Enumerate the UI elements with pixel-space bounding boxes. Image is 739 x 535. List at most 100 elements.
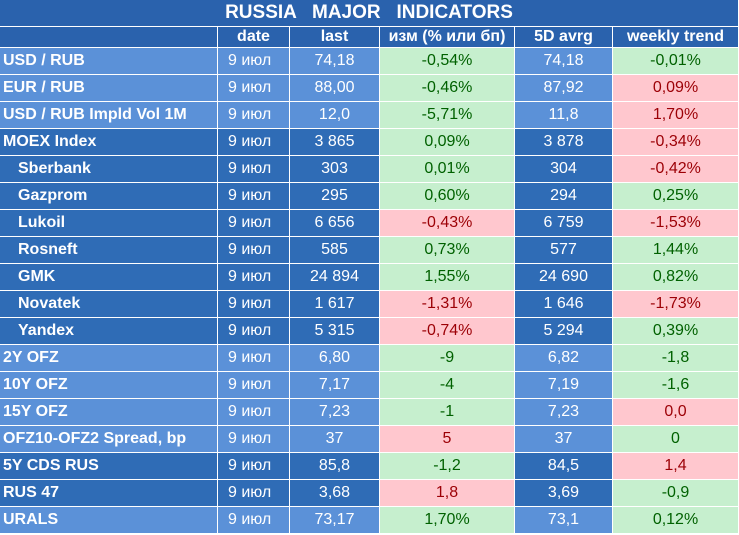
avg-cell: 577 [515,237,613,264]
weekly-cell: 0,12% [613,507,739,534]
date-cell: 9 июл [218,129,290,156]
header-cell: weekly trend [613,27,739,48]
row-name: Sberbank [0,156,218,183]
weekly-cell: 1,4 [613,453,739,480]
last-cell: 24 894 [290,264,380,291]
weekly-cell: -1,73% [613,291,739,318]
row-name: Gazprom [0,183,218,210]
last-cell: 1 617 [290,291,380,318]
avg-cell: 37 [515,426,613,453]
change-cell: 0,60% [380,183,515,210]
row-name: USD / RUB Impld Vol 1M [0,102,218,129]
date-cell: 9 июл [218,345,290,372]
row-name: 2Y OFZ [0,345,218,372]
weekly-cell: -0,9 [613,480,739,507]
date-cell: 9 июл [218,453,290,480]
weekly-cell: -0,34% [613,129,739,156]
row-name: RUS 47 [0,480,218,507]
change-cell: -0,74% [380,318,515,345]
last-cell: 12,0 [290,102,380,129]
avg-cell: 73,1 [515,507,613,534]
weekly-cell: 1,70% [613,102,739,129]
change-cell: 1,55% [380,264,515,291]
avg-cell: 11,8 [515,102,613,129]
change-cell: -1,31% [380,291,515,318]
row-name: 5Y CDS RUS [0,453,218,480]
avg-cell: 294 [515,183,613,210]
avg-cell: 84,5 [515,453,613,480]
row-name: MOEX Index [0,129,218,156]
avg-cell: 3,69 [515,480,613,507]
change-cell: -0,54% [380,48,515,75]
change-cell: -9 [380,345,515,372]
change-cell: 1,8 [380,480,515,507]
change-cell: 0,09% [380,129,515,156]
change-cell: 1,70% [380,507,515,534]
weekly-cell: -0,42% [613,156,739,183]
row-name: USD / RUB [0,48,218,75]
last-cell: 5 315 [290,318,380,345]
date-cell: 9 июл [218,507,290,534]
last-cell: 303 [290,156,380,183]
change-cell: -0,46% [380,75,515,102]
change-cell: 0,73% [380,237,515,264]
avg-cell: 7,23 [515,399,613,426]
last-cell: 73,17 [290,507,380,534]
date-cell: 9 июл [218,183,290,210]
change-cell: -4 [380,372,515,399]
change-cell: 5 [380,426,515,453]
row-name: Yandex [0,318,218,345]
change-cell: -1 [380,399,515,426]
row-name: OFZ10-OFZ2 Spread, bp [0,426,218,453]
avg-cell: 5 294 [515,318,613,345]
header-cell: date [218,27,290,48]
last-cell: 7,17 [290,372,380,399]
weekly-cell: 0,25% [613,183,739,210]
weekly-cell: 0,82% [613,264,739,291]
change-cell: -1,2 [380,453,515,480]
change-cell: -0,43% [380,210,515,237]
date-cell: 9 июл [218,48,290,75]
weekly-cell: 0 [613,426,739,453]
date-cell: 9 июл [218,372,290,399]
weekly-cell: 0,39% [613,318,739,345]
header-cell: 5D avrg [515,27,613,48]
last-cell: 585 [290,237,380,264]
row-name: 15Y OFZ [0,399,218,426]
last-cell: 6,80 [290,345,380,372]
row-name: Rosneft [0,237,218,264]
avg-cell: 6 759 [515,210,613,237]
last-cell: 37 [290,426,380,453]
weekly-cell: -1,6 [613,372,739,399]
avg-cell: 1 646 [515,291,613,318]
table-title: RUSSIA MAJOR INDICATORS [0,0,739,27]
avg-cell: 6,82 [515,345,613,372]
last-cell: 85,8 [290,453,380,480]
last-cell: 7,23 [290,399,380,426]
avg-cell: 304 [515,156,613,183]
last-cell: 295 [290,183,380,210]
row-name: EUR / RUB [0,75,218,102]
avg-cell: 74,18 [515,48,613,75]
weekly-cell: -1,8 [613,345,739,372]
avg-cell: 24 690 [515,264,613,291]
row-name: 10Y OFZ [0,372,218,399]
date-cell: 9 июл [218,291,290,318]
change-cell: 0,01% [380,156,515,183]
date-cell: 9 июл [218,426,290,453]
weekly-cell: 1,44% [613,237,739,264]
date-cell: 9 июл [218,318,290,345]
date-cell: 9 июл [218,264,290,291]
last-cell: 3 865 [290,129,380,156]
weekly-cell: -0,01% [613,48,739,75]
avg-cell: 7,19 [515,372,613,399]
weekly-cell: 0,09% [613,75,739,102]
date-cell: 9 июл [218,399,290,426]
change-cell: -5,71% [380,102,515,129]
header-cell [0,27,218,48]
date-cell: 9 июл [218,156,290,183]
date-cell: 9 июл [218,480,290,507]
date-cell: 9 июл [218,210,290,237]
last-cell: 74,18 [290,48,380,75]
